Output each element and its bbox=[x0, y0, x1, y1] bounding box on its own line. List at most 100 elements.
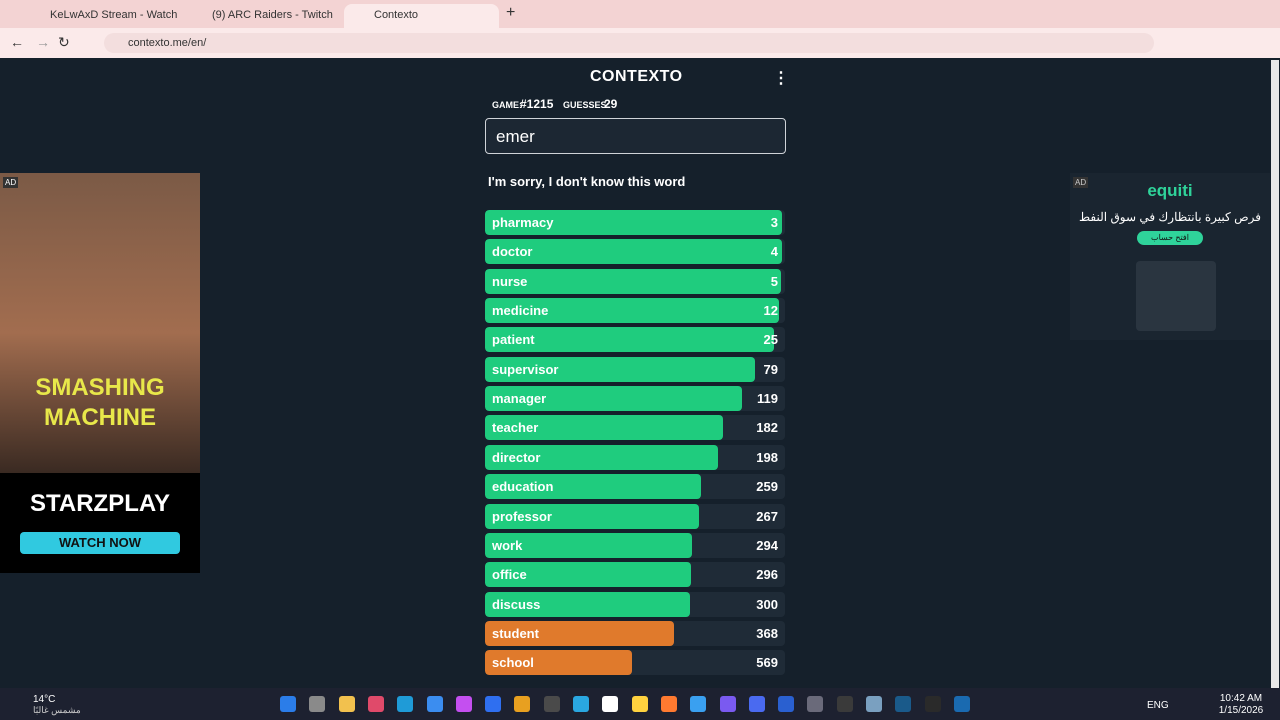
taskbar-icon[interactable] bbox=[631, 696, 648, 712]
guess-bar bbox=[485, 327, 774, 353]
guess-rank: 294 bbox=[756, 537, 778, 553]
taskbar-icon[interactable] bbox=[485, 696, 502, 712]
guess-word: professor bbox=[492, 508, 552, 524]
taskbar-icon[interactable] bbox=[367, 696, 384, 712]
guess-bar bbox=[485, 620, 674, 646]
guess-bar bbox=[485, 210, 782, 235]
taskbar-icon[interactable] bbox=[455, 696, 472, 712]
guess-row: pharmacy 3 bbox=[485, 210, 785, 235]
guess-word: student bbox=[492, 625, 539, 641]
temperature: 14°C bbox=[33, 694, 56, 705]
taskbar-icon[interactable] bbox=[514, 696, 531, 712]
guess-word: director bbox=[492, 449, 541, 465]
new-tab-button[interactable]: + bbox=[506, 4, 516, 21]
ad-headline: SMASHING MACHINE bbox=[35, 374, 165, 431]
guess-rank: 182 bbox=[756, 420, 778, 436]
ad-image bbox=[1136, 261, 1216, 331]
taskbar-icon[interactable] bbox=[338, 696, 355, 712]
reload-button[interactable]: ↻ bbox=[58, 34, 70, 50]
taskbar-icon[interactable] bbox=[309, 696, 326, 712]
guess-word: office bbox=[492, 567, 527, 583]
guess-row: nurse 5 bbox=[485, 268, 785, 294]
guess-row: education 259 bbox=[485, 474, 785, 500]
guess-bar bbox=[485, 591, 691, 617]
guess-row: patient 25 bbox=[485, 327, 785, 353]
guess-bar bbox=[485, 298, 779, 324]
guess-bar bbox=[485, 239, 782, 265]
taskbar-icon[interactable] bbox=[280, 696, 296, 712]
guess-word: education bbox=[492, 479, 554, 495]
guess-rank: 79 bbox=[763, 361, 778, 377]
menu-button[interactable]: ⋮ bbox=[773, 70, 789, 87]
taskbar-icon[interactable] bbox=[953, 696, 970, 712]
ad-badge: AD bbox=[3, 177, 19, 188]
ad-button[interactable]: افتح حساب bbox=[1137, 231, 1203, 245]
tab[interactable]: KeLwAxD Stream - Watch Live o bbox=[50, 9, 180, 21]
tab[interactable]: (9) ARC Raiders - Twitch bbox=[212, 9, 333, 21]
guess-rank: 267 bbox=[756, 508, 778, 524]
ad-left[interactable]: AD SMASHING MACHINE STARZPLAY WATCH NOW bbox=[0, 173, 200, 573]
ad-right[interactable]: AD equiti فرص كبيرة بانتظارك في سوق النف… bbox=[1070, 173, 1270, 340]
clock-time[interactable]: 10:42 AM bbox=[1219, 693, 1263, 704]
taskbar-icon[interactable] bbox=[543, 696, 560, 712]
address-bar[interactable]: contexto.me/en/ bbox=[104, 33, 1154, 53]
guess-bar bbox=[485, 415, 723, 441]
guess-bar bbox=[485, 503, 699, 529]
language[interactable]: ENG bbox=[1147, 700, 1169, 711]
guess-bar bbox=[485, 474, 702, 500]
taskbar-icon[interactable] bbox=[895, 696, 912, 712]
guess-row: director 198 bbox=[485, 444, 785, 470]
guess-rank: 569 bbox=[756, 655, 778, 671]
guess-word: school bbox=[492, 655, 534, 671]
taskbar-icon[interactable] bbox=[778, 696, 795, 712]
guess-row: office 296 bbox=[485, 562, 785, 588]
ad-badge: AD bbox=[1073, 177, 1089, 188]
guess-bar bbox=[485, 562, 692, 588]
ad-brand: STARZPLAY bbox=[29, 490, 170, 517]
taskbar-icon[interactable] bbox=[660, 696, 677, 712]
taskbar-icon[interactable] bbox=[836, 696, 853, 712]
ad-headline: فرص كبيرة بانتظارك في سوق النفط bbox=[1079, 210, 1261, 224]
taskbar-icon[interactable] bbox=[719, 696, 736, 712]
guess-rank: 300 bbox=[756, 596, 778, 612]
taskbar-icon[interactable] bbox=[602, 696, 619, 712]
guess-word: pharmacy bbox=[492, 215, 554, 230]
guesses-label: GUESSES: bbox=[563, 100, 610, 110]
taskbar-icon[interactable] bbox=[866, 696, 882, 712]
taskbar-icon[interactable] bbox=[690, 696, 707, 712]
guess-rank: 368 bbox=[756, 625, 778, 641]
taskbar-icon[interactable] bbox=[748, 696, 765, 712]
back-button[interactable]: ← bbox=[10, 34, 24, 50]
forward-button[interactable]: → bbox=[36, 34, 50, 50]
guess-row: professor 267 bbox=[485, 503, 785, 529]
guess-word: supervisor bbox=[492, 361, 559, 377]
guess-word: teacher bbox=[492, 420, 539, 436]
guess-bar bbox=[485, 650, 633, 676]
guess-input[interactable]: emer bbox=[485, 118, 786, 154]
guess-row: doctor 4 bbox=[485, 239, 785, 265]
guess-row: teacher 182 bbox=[485, 415, 785, 441]
weather: مشمس غالبًا bbox=[33, 705, 81, 715]
ad-button[interactable]: WATCH NOW bbox=[20, 532, 180, 554]
taskbar: 14°C مشمس غالبًا ENG 10:42 AM 1/15/2026 bbox=[0, 688, 1280, 720]
taskbar-icon[interactable] bbox=[807, 696, 824, 712]
guess-word: nurse bbox=[492, 273, 528, 289]
clock-date[interactable]: 1/15/2026 bbox=[1218, 705, 1264, 716]
tab-bar: KeLwAxD Stream - Watch Live o (9) ARC Ra… bbox=[0, 0, 1280, 28]
guess-row: student 368 bbox=[485, 620, 785, 646]
guess-row: manager 119 bbox=[485, 386, 785, 412]
guess-bar bbox=[485, 268, 782, 294]
guess-word: work bbox=[492, 537, 523, 553]
scrollbar[interactable] bbox=[1271, 60, 1279, 688]
tab[interactable]: Contexto bbox=[344, 4, 499, 28]
taskbar-icon[interactable] bbox=[426, 696, 443, 712]
guess-word: manager bbox=[492, 391, 547, 407]
taskbar-icon[interactable] bbox=[924, 696, 941, 712]
guess-bar bbox=[485, 532, 692, 558]
guess-bar bbox=[485, 356, 756, 382]
guess-row: supervisor 79 bbox=[485, 356, 785, 382]
taskbar-icon[interactable] bbox=[573, 696, 589, 712]
taskbar-icon[interactable] bbox=[397, 696, 414, 712]
